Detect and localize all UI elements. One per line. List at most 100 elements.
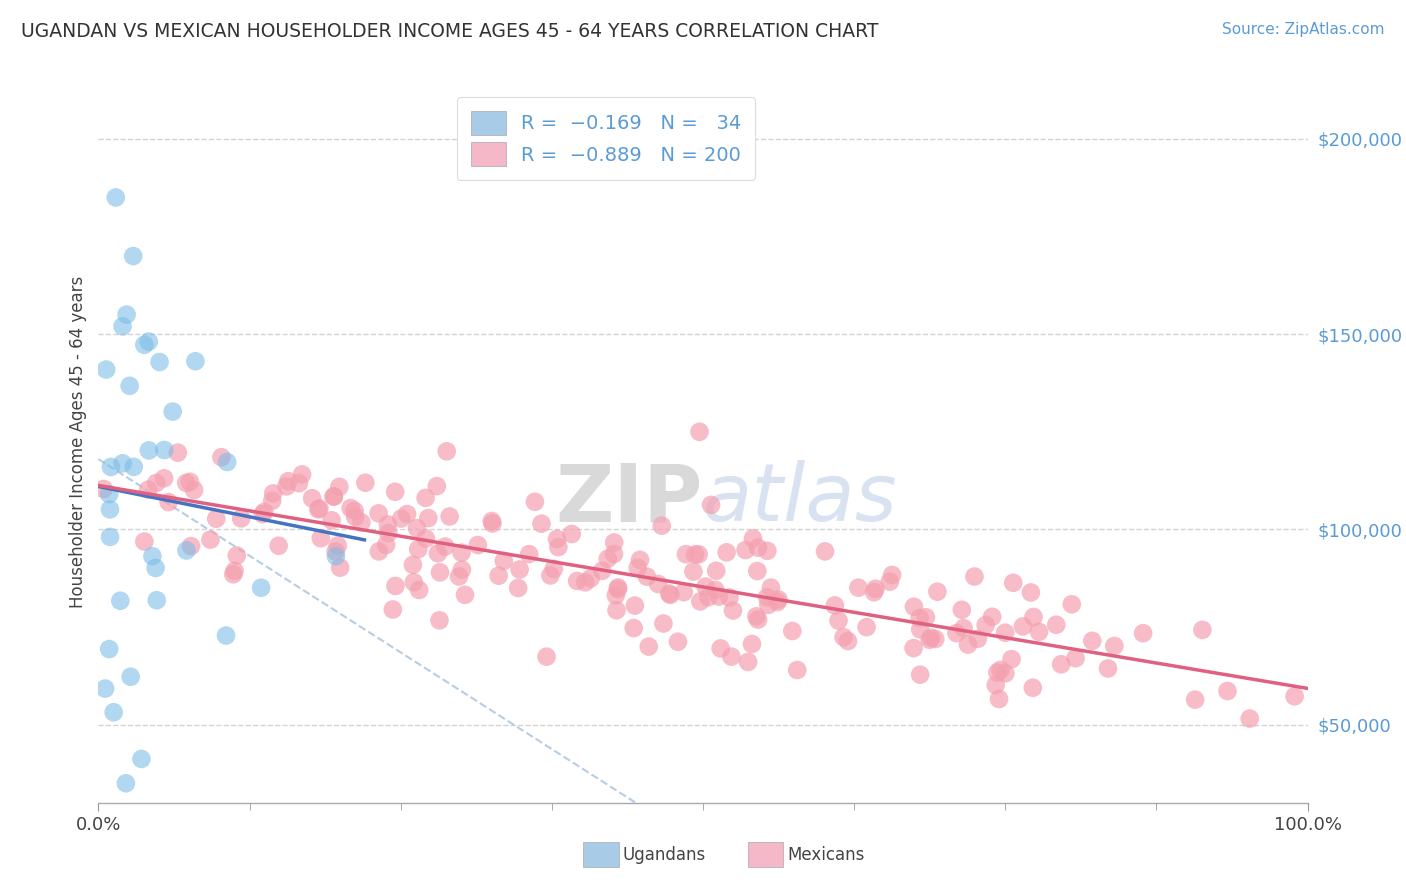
Point <box>205 512 228 526</box>
Point <box>536 649 558 664</box>
Point <box>184 354 207 368</box>
Text: Source: ZipAtlas.com: Source: ZipAtlas.com <box>1222 22 1385 37</box>
Point <box>530 516 553 531</box>
Point <box>402 558 425 572</box>
Point <box>984 678 1007 692</box>
Point <box>782 624 804 638</box>
Point <box>231 511 253 525</box>
Point <box>1012 619 1035 633</box>
Legend: R =  −0.169   N =   34, R =  −0.889   N = 200: R = −0.169 N = 34, R = −0.889 N = 200 <box>457 97 755 179</box>
Point <box>406 521 429 535</box>
Point <box>837 634 859 648</box>
Point <box>384 484 406 499</box>
Point <box>666 634 689 648</box>
Point <box>408 582 430 597</box>
Point <box>607 582 630 597</box>
Point <box>704 582 727 597</box>
Point <box>721 603 744 617</box>
Point <box>1000 652 1022 666</box>
Point <box>591 564 613 578</box>
Point <box>1022 681 1045 695</box>
Point <box>647 577 669 591</box>
Point <box>415 532 437 546</box>
Point <box>547 540 569 554</box>
Point <box>418 511 440 525</box>
Point <box>262 486 284 500</box>
Point <box>879 574 901 589</box>
Point <box>637 640 659 654</box>
Point <box>492 554 515 568</box>
Point <box>174 475 197 490</box>
Point <box>945 626 967 640</box>
Point <box>309 531 332 545</box>
Point <box>814 544 837 558</box>
Point <box>700 498 723 512</box>
Point <box>832 630 855 644</box>
Point <box>672 585 695 599</box>
Point <box>747 613 769 627</box>
Point <box>720 649 742 664</box>
Point <box>350 516 373 530</box>
Point <box>651 518 673 533</box>
Point <box>176 543 198 558</box>
Point <box>343 504 366 518</box>
Point <box>950 603 973 617</box>
Point <box>695 580 717 594</box>
Point <box>377 517 399 532</box>
Point <box>747 564 769 578</box>
Point <box>882 568 904 582</box>
Point <box>225 549 247 563</box>
Point <box>103 705 125 719</box>
Point <box>308 501 330 516</box>
Text: UGANDAN VS MEXICAN HOUSEHOLDER INCOME AGES 45 - 64 YEARS CORRELATION CHART: UGANDAN VS MEXICAN HOUSEHOLDER INCOME AG… <box>21 22 879 41</box>
Point <box>301 491 323 506</box>
Point <box>745 609 768 624</box>
Point <box>215 628 238 642</box>
Point <box>141 549 163 564</box>
Point <box>253 505 276 519</box>
Point <box>1045 617 1067 632</box>
Point <box>915 610 938 624</box>
Point <box>100 459 122 474</box>
Point <box>565 574 588 588</box>
Point <box>157 495 180 509</box>
Point <box>1239 712 1261 726</box>
Point <box>658 586 681 600</box>
Point <box>903 599 925 614</box>
Point <box>824 599 846 613</box>
Point <box>138 443 160 458</box>
Point <box>956 638 979 652</box>
Point <box>321 513 343 527</box>
Point <box>1081 633 1104 648</box>
Point <box>1097 661 1119 675</box>
Point <box>718 591 741 605</box>
Point <box>120 670 142 684</box>
Point <box>920 631 942 645</box>
Point <box>329 560 352 574</box>
Point <box>104 190 127 204</box>
Point <box>786 663 808 677</box>
Point <box>1022 610 1045 624</box>
Point <box>377 526 399 541</box>
Point <box>605 588 627 602</box>
Point <box>1132 626 1154 640</box>
Point <box>454 588 477 602</box>
Point <box>603 535 626 549</box>
Point <box>134 534 156 549</box>
Point <box>209 450 232 465</box>
Point <box>138 334 160 349</box>
Point <box>596 551 619 566</box>
Point <box>406 542 429 557</box>
Point <box>704 564 727 578</box>
Point <box>131 752 153 766</box>
Point <box>98 502 121 516</box>
Point <box>200 533 222 547</box>
Point <box>267 539 290 553</box>
Point <box>96 362 118 376</box>
Point <box>429 566 451 580</box>
Point <box>766 595 789 609</box>
Text: atlas: atlas <box>703 460 898 539</box>
Point <box>768 592 790 607</box>
Point <box>759 581 782 595</box>
Point <box>1184 692 1206 706</box>
